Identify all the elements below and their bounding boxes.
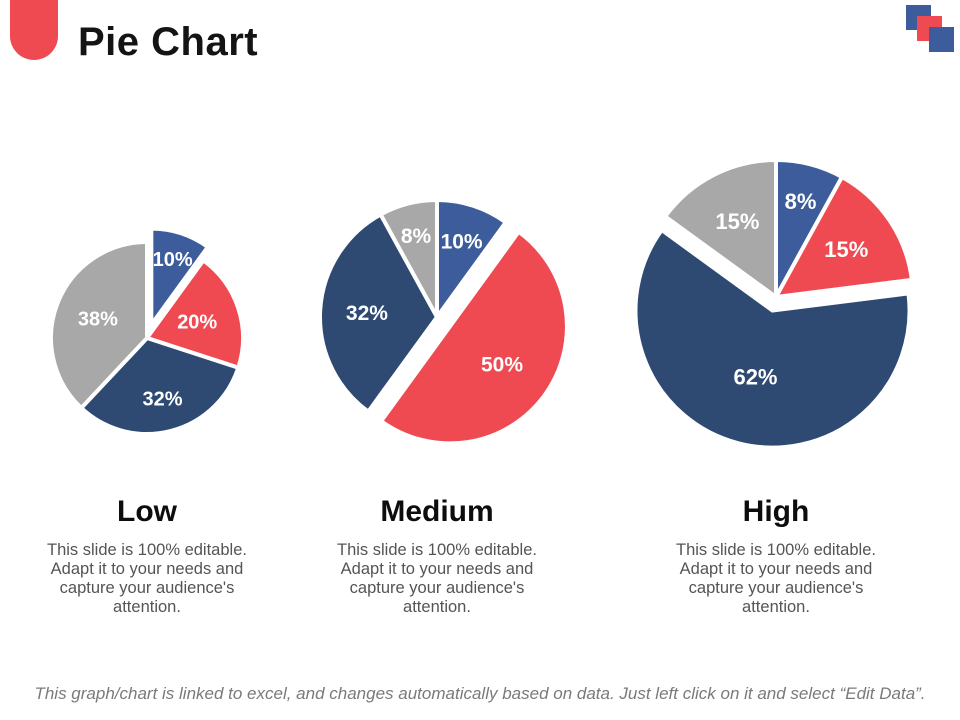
- pie-slice-low-10%[interactable]: [149, 226, 211, 331]
- footer-note: This graph/chart is linked to excel, and…: [34, 684, 926, 703]
- pie-slice-low-20%[interactable]: [143, 257, 245, 371]
- pie-slice-label: 32%: [143, 388, 183, 410]
- pie-slice-label: 8%: [785, 189, 817, 214]
- chart-description-low: This slide is 100% editable. Adapt it to…: [47, 541, 247, 616]
- chart-title-medium: Medium: [380, 495, 494, 528]
- pie-slice-label: 15%: [715, 209, 759, 234]
- pie-slice-low-38%[interactable]: [49, 239, 149, 411]
- caption-column-medium: Medium This slide is 100% editable. Adap…: [312, 495, 562, 617]
- pie-chart-medium[interactable]: 10% 50% 32% 8%: [318, 197, 569, 446]
- pie-slice-label: 32%: [346, 302, 388, 325]
- pie-slice-high-15%[interactable]: [772, 174, 915, 300]
- page-title: Pie Chart: [78, 20, 259, 64]
- pie-slice-high-62%[interactable]: [633, 227, 912, 450]
- pie-slice-label: 20%: [177, 312, 217, 334]
- chart-description-medium: This slide is 100% editable. Adapt it to…: [337, 541, 537, 616]
- pie-slice-label: 62%: [733, 365, 777, 390]
- pie-slice-medium-8%[interactable]: [377, 197, 439, 318]
- chart-title-high: High: [742, 495, 810, 528]
- pie-slice-low-32%[interactable]: [78, 335, 241, 436]
- pie-chart-low[interactable]: 10% 20% 32% 38%: [49, 226, 245, 436]
- pie-charts-canvas[interactable]: 10% 20% 32% 38% 10% 50% 32% 8% 8% 15% 62% 15%: [0, 0, 960, 480]
- chart-description-high: This slide is 100% editable. Adapt it to…: [676, 541, 876, 616]
- pie-slice-label: 15%: [824, 237, 868, 262]
- pie-chart-high[interactable]: 8% 15% 62% 15%: [633, 157, 915, 450]
- caption-column-low: Low This slide is 100% editable. Adapt i…: [22, 495, 272, 617]
- pie-slice-medium-50%[interactable]: [378, 228, 569, 446]
- caption-column-high: High This slide is 100% editable. Adapt …: [651, 495, 901, 617]
- chart-title-low: Low: [117, 495, 177, 528]
- pie-slice-medium-32%[interactable]: [318, 211, 440, 415]
- corner-squares-decoration: [906, 5, 956, 55]
- pie-slice-label: 10%: [153, 249, 193, 271]
- red-pill-accent-shape: [10, 0, 58, 60]
- pie-slice-high-15%[interactable]: [662, 157, 778, 301]
- pie-slice-label: 8%: [401, 225, 432, 248]
- pie-slice-label: 50%: [481, 354, 523, 377]
- decor-square-blue: [929, 27, 954, 52]
- pie-slice-label: 10%: [441, 231, 483, 254]
- pie-slice-label: 38%: [78, 309, 118, 331]
